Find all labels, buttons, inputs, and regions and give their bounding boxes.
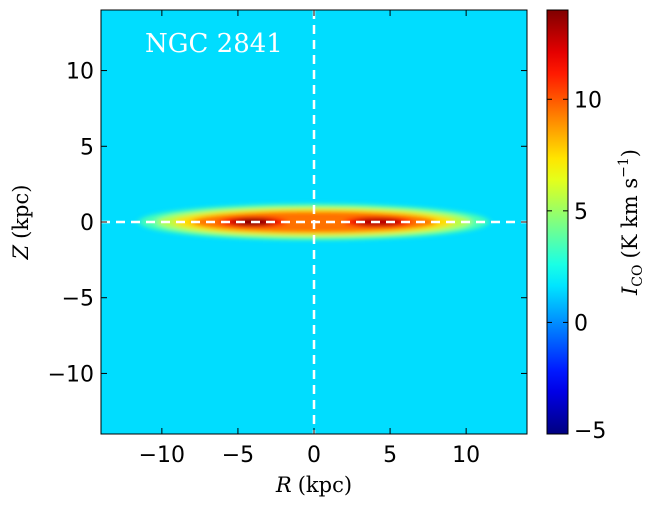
colorbar: 10 5 0 −5 ICO (K km s−1) bbox=[546, 9, 646, 444]
y-axis-label: Z (kpc) bbox=[9, 185, 33, 261]
x-tick-label: 5 bbox=[383, 443, 397, 468]
x-axis-label: R (kpc) bbox=[275, 473, 352, 497]
colorbar-tick-label: 5 bbox=[574, 200, 588, 225]
y-axis-symbol: Z bbox=[9, 244, 33, 260]
colorbar-unit-close: ) bbox=[618, 149, 642, 157]
guide-lines bbox=[101, 10, 527, 434]
colorbar-tick-label: 0 bbox=[574, 311, 588, 336]
galaxy-label: NGC 2841 bbox=[145, 29, 283, 59]
x-tick-label: 0 bbox=[307, 443, 321, 468]
y-axis-unit: (kpc) bbox=[9, 185, 33, 239]
colorbar-label: ICO (K km s−1) bbox=[616, 149, 646, 296]
colorbar-tick-label: 10 bbox=[574, 88, 602, 113]
colorbar-frame bbox=[546, 9, 569, 435]
y-tick-label: −10 bbox=[48, 362, 94, 387]
y-tick-label: 10 bbox=[66, 60, 94, 85]
x-tick-label: −10 bbox=[139, 443, 185, 468]
colorbar-symbol: I bbox=[618, 286, 642, 296]
colorbar-unit-exponent: −1 bbox=[616, 157, 632, 178]
y-tick-label: −5 bbox=[62, 287, 94, 312]
colorbar-gradient bbox=[547, 10, 568, 434]
y-axis-ticks: 10 5 0 −5 −10 bbox=[48, 60, 527, 387]
x-axis-symbol: R bbox=[275, 473, 292, 497]
colorbar-ticks: 10 5 0 −5 bbox=[547, 88, 606, 444]
y-tick-label: 5 bbox=[80, 135, 94, 160]
x-tick-label: −5 bbox=[222, 443, 254, 468]
colorbar-unit: (K km s bbox=[618, 178, 642, 259]
heatmap-panel: NGC 2841 −10 −5 0 5 10 10 5 0 −5 −10 bbox=[48, 9, 528, 468]
colorbar-subscript: CO bbox=[630, 265, 646, 287]
x-axis-unit: (kpc) bbox=[298, 473, 352, 497]
x-tick-label: 10 bbox=[452, 443, 480, 468]
y-tick-label: 0 bbox=[80, 211, 94, 236]
x-axis-ticks: −10 −5 0 5 10 bbox=[139, 10, 480, 468]
colorbar-tick-label: −5 bbox=[574, 419, 606, 444]
